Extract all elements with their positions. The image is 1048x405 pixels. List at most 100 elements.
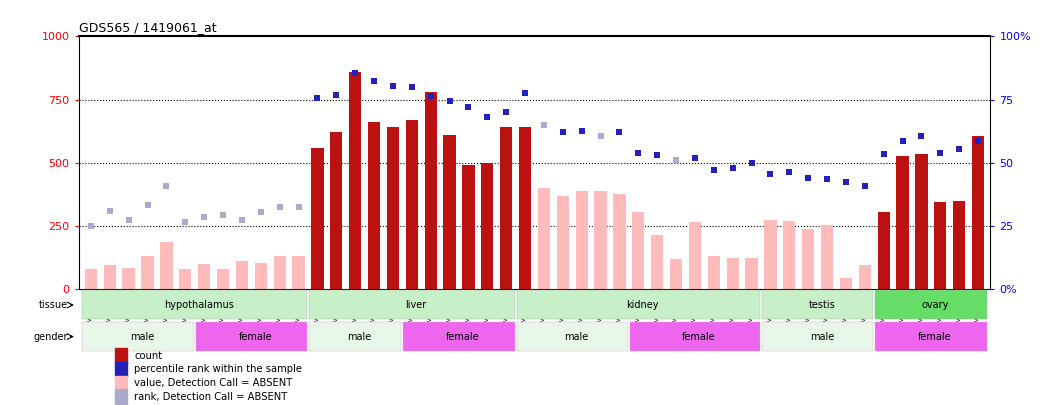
Point (724, 164, 741, 171)
Text: ovary: ovary (921, 300, 948, 310)
Point (894, 138, 911, 145)
Text: female: female (239, 332, 272, 341)
Point (743, 160, 760, 166)
Point (913, 133, 930, 139)
Bar (481, 163, 494, 289)
Bar (198, 264, 211, 289)
Point (234, 216, 250, 223)
Point (630, 149, 647, 156)
Point (668, 157, 684, 164)
Bar (953, 201, 965, 289)
Text: female: female (918, 332, 952, 341)
Text: value, Detection Call = ABSENT: value, Detection Call = ABSENT (134, 378, 292, 388)
Point (347, 70, 364, 76)
Bar (115, 376, 127, 390)
Point (517, 90, 533, 96)
Point (969, 138, 986, 145)
Text: GDS565 / 1419061_at: GDS565 / 1419061_at (79, 21, 216, 34)
Bar (368, 122, 380, 289)
Bar (517, 290, 760, 320)
Bar (517, 322, 628, 351)
Bar (839, 278, 852, 289)
Point (366, 77, 383, 84)
Text: hypothalamus: hypothalamus (163, 300, 234, 310)
Bar (115, 389, 127, 404)
Bar (196, 322, 307, 351)
Bar (83, 290, 307, 320)
Bar (670, 259, 682, 289)
Text: female: female (446, 332, 480, 341)
Point (177, 219, 194, 226)
Point (253, 209, 269, 215)
Bar (877, 212, 890, 289)
Point (83, 223, 100, 229)
Bar (236, 261, 248, 289)
Point (875, 151, 892, 157)
Text: rank, Detection Call = ABSENT: rank, Detection Call = ABSENT (134, 392, 287, 402)
Bar (255, 262, 267, 289)
Point (611, 129, 628, 136)
Point (932, 149, 948, 156)
Point (403, 84, 420, 90)
Bar (802, 228, 814, 289)
Bar (462, 165, 475, 289)
Point (705, 167, 722, 174)
Text: female: female (682, 332, 716, 341)
Bar (764, 220, 777, 289)
Text: male: male (564, 332, 589, 341)
Bar (519, 128, 531, 289)
Text: tissue: tissue (39, 300, 68, 310)
Point (158, 182, 175, 189)
Bar (707, 256, 720, 289)
Point (498, 109, 515, 115)
Text: liver: liver (406, 300, 427, 310)
Bar (85, 269, 97, 289)
Bar (179, 269, 192, 289)
Point (385, 83, 401, 89)
Point (328, 92, 345, 98)
Bar (123, 268, 135, 289)
Bar (875, 290, 986, 320)
Bar (538, 188, 550, 289)
Bar (762, 290, 873, 320)
Bar (500, 128, 512, 289)
Point (536, 122, 552, 128)
Point (800, 175, 816, 181)
Bar (330, 132, 343, 289)
Point (271, 204, 288, 210)
Bar (745, 258, 758, 289)
Point (573, 128, 590, 134)
Point (441, 98, 458, 104)
Point (649, 152, 665, 158)
Point (196, 214, 213, 220)
Text: testis: testis (808, 300, 835, 310)
Text: male: male (130, 332, 154, 341)
Text: kidney: kidney (627, 300, 659, 310)
Text: percentile rank within the sample: percentile rank within the sample (134, 364, 302, 374)
Bar (115, 348, 127, 363)
Bar (115, 362, 127, 377)
Bar (292, 256, 305, 289)
Bar (160, 243, 173, 289)
Point (121, 216, 137, 223)
Bar (726, 258, 739, 289)
Point (856, 182, 873, 189)
Point (837, 179, 854, 185)
Bar (575, 191, 588, 289)
Bar (762, 322, 873, 351)
Bar (613, 194, 626, 289)
Bar (783, 221, 795, 289)
Text: male: male (347, 332, 371, 341)
Bar (632, 212, 645, 289)
Point (290, 204, 307, 210)
Bar (934, 202, 946, 289)
Bar (83, 322, 194, 351)
Bar (689, 222, 701, 289)
Text: male: male (810, 332, 834, 341)
Point (479, 114, 496, 121)
Bar (896, 156, 909, 289)
Text: gender: gender (34, 332, 68, 341)
Bar (406, 120, 418, 289)
Bar (651, 235, 663, 289)
Bar (443, 135, 456, 289)
